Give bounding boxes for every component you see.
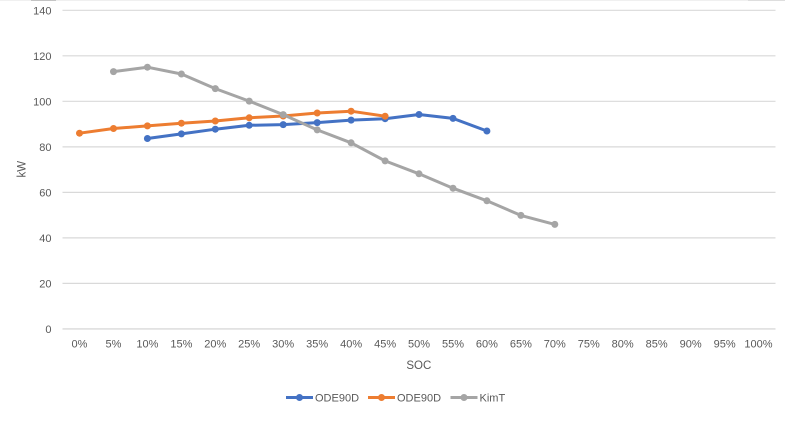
svg-text:65%: 65% bbox=[510, 339, 532, 351]
svg-text:95%: 95% bbox=[714, 339, 736, 351]
svg-text:60: 60 bbox=[39, 188, 51, 200]
svg-text:ODE90D: ODE90D bbox=[397, 393, 441, 405]
svg-text:50%: 50% bbox=[408, 339, 430, 351]
svg-text:20%: 20% bbox=[204, 339, 226, 351]
svg-text:kW: kW bbox=[17, 161, 29, 178]
svg-text:70%: 70% bbox=[544, 339, 566, 351]
svg-text:KimT: KimT bbox=[480, 393, 506, 405]
svg-text:5%: 5% bbox=[106, 339, 122, 351]
svg-text:85%: 85% bbox=[646, 339, 668, 351]
svg-text:80%: 80% bbox=[612, 339, 634, 351]
svg-text:35%: 35% bbox=[306, 339, 328, 351]
svg-text:55%: 55% bbox=[442, 339, 464, 351]
svg-text:ODE90D: ODE90D bbox=[315, 393, 359, 405]
svg-text:60%: 60% bbox=[476, 339, 498, 351]
svg-text:100%: 100% bbox=[744, 339, 772, 351]
svg-text:45%: 45% bbox=[374, 339, 396, 351]
svg-text:SOC: SOC bbox=[406, 360, 431, 372]
svg-text:100: 100 bbox=[33, 97, 51, 109]
svg-text:75%: 75% bbox=[578, 339, 600, 351]
svg-text:40%: 40% bbox=[340, 339, 362, 351]
svg-text:80: 80 bbox=[39, 142, 51, 154]
svg-text:15%: 15% bbox=[170, 339, 192, 351]
svg-text:0: 0 bbox=[45, 324, 51, 336]
svg-text:25%: 25% bbox=[238, 339, 260, 351]
svg-text:0%: 0% bbox=[72, 339, 88, 351]
svg-text:120: 120 bbox=[33, 51, 51, 63]
svg-text:90%: 90% bbox=[680, 339, 702, 351]
svg-text:20: 20 bbox=[39, 279, 51, 291]
svg-text:140: 140 bbox=[33, 6, 51, 18]
svg-text:40: 40 bbox=[39, 233, 51, 245]
svg-text:10%: 10% bbox=[136, 339, 158, 351]
svg-text:30%: 30% bbox=[272, 339, 294, 351]
